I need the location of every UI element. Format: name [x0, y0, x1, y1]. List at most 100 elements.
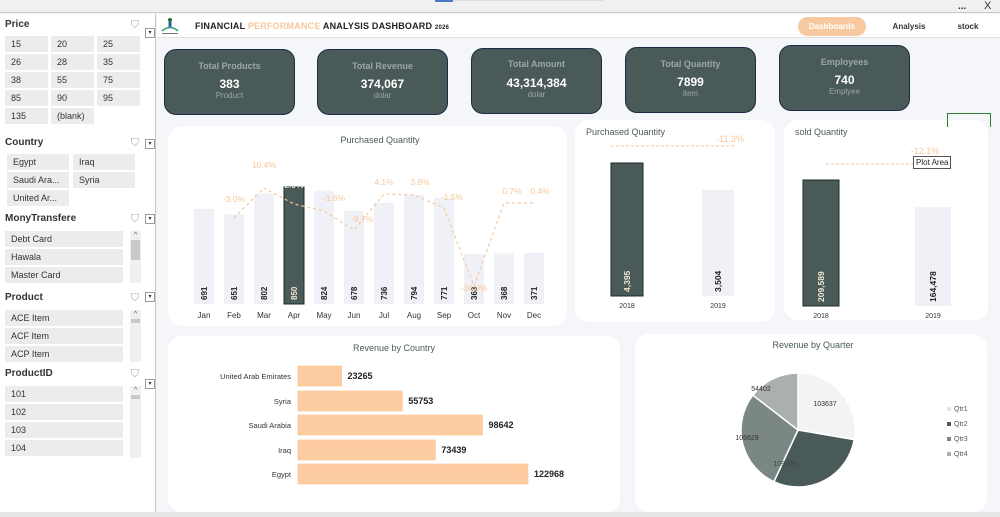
slicer-item[interactable]: 135	[5, 108, 48, 124]
legend-label: Qtr4	[954, 451, 968, 458]
dropdown-arrow-icon[interactable]: ▾	[145, 28, 155, 38]
slicer-item[interactable]: ACP Item	[5, 346, 123, 362]
bar-syria[interactable]	[297, 390, 403, 412]
slicer-item[interactable]: 104	[5, 440, 123, 456]
slicer-item[interactable]: 38	[5, 72, 48, 88]
bar-dec[interactable]	[524, 252, 544, 304]
slicer-item[interactable]: 95	[97, 90, 140, 106]
legend-item-qtr2[interactable]: Qtr2	[947, 417, 968, 432]
bar-2018[interactable]	[610, 162, 644, 297]
slicer-item[interactable]: Master Card	[5, 267, 123, 283]
bar-feb[interactable]	[224, 214, 244, 304]
filter-clear-icon[interactable]: ⛉	[130, 137, 139, 149]
dropdown-arrow-icon[interactable]: ▾	[145, 292, 155, 302]
pie-slice-qtr1[interactable]	[797, 372, 856, 441]
slicer-item[interactable]: 101	[5, 386, 123, 402]
y-category-label: United Arab Emirates	[220, 372, 291, 381]
cell-selection-box[interactable]	[947, 113, 991, 127]
bar-value-label: 371	[530, 286, 539, 300]
slicer-item[interactable]: (blank)	[51, 108, 94, 124]
bar-nov[interactable]	[494, 253, 514, 304]
kpi-value: 7899	[677, 75, 704, 89]
slicer-item[interactable]: Iraq	[73, 154, 135, 170]
product-scrollbar[interactable]: ^	[130, 310, 141, 362]
close-button[interactable]: X	[984, 0, 992, 12]
slicer-item[interactable]: 75	[97, 72, 140, 88]
scroll-up-icon[interactable]: ^	[133, 311, 138, 318]
filter-clear-icon[interactable]: ⛉	[130, 368, 139, 380]
bar-2019[interactable]	[702, 189, 734, 296]
bar-value-label: 850	[290, 286, 299, 300]
bar-jul[interactable]	[374, 202, 394, 304]
money-transfer-scrollbar[interactable]: ^	[130, 231, 141, 283]
bar-2019[interactable]	[915, 207, 951, 306]
filter-clear-icon[interactable]: ⛉	[130, 213, 139, 225]
bar-oct[interactable]	[464, 254, 484, 304]
kpi-label: Total Amount	[508, 59, 565, 69]
nav-dashboards[interactable]: Dashboards	[798, 17, 866, 36]
dropdown-arrow-icon[interactable]: ▾	[145, 379, 155, 389]
bar-may[interactable]	[314, 190, 334, 304]
more-options-button[interactable]: ...	[958, 1, 967, 12]
dropdown-arrow-icon[interactable]: ▾	[145, 139, 155, 149]
slicer-item[interactable]: 25	[97, 36, 140, 52]
bar-apr[interactable]	[283, 186, 305, 305]
bar-united-arab-emirates[interactable]	[297, 365, 342, 387]
pie-slice-qtr2[interactable]	[772, 429, 856, 488]
slicer-item[interactable]: United Ar...	[7, 190, 69, 206]
slicer-item[interactable]: 90	[51, 90, 94, 106]
scroll-up-icon[interactable]: ^	[133, 387, 138, 394]
bar-jan[interactable]	[194, 208, 214, 304]
slicer-item[interactable]: 85	[5, 90, 48, 106]
dropdown-arrow-icon[interactable]: ▾	[145, 214, 155, 224]
slicer-item[interactable]: ACE Item	[5, 310, 123, 326]
slicer-item[interactable]: 28	[51, 54, 94, 70]
slicer-item[interactable]: 15	[5, 36, 48, 52]
scroll-up-icon[interactable]: ^	[133, 232, 138, 239]
kpi-label: Total Revenue	[352, 61, 413, 71]
nav-stock[interactable]: stock	[957, 22, 979, 31]
slicer-item[interactable]: ACF Item	[5, 328, 123, 344]
bar-sep[interactable]	[434, 197, 454, 304]
product-id-scrollbar[interactable]: ^	[130, 386, 141, 458]
bar-jun[interactable]	[344, 210, 364, 304]
scroll-thumb[interactable]	[131, 319, 140, 323]
filter-clear-icon[interactable]: ⛉	[130, 292, 139, 304]
bar-2018[interactable]	[802, 179, 840, 307]
x-tick-label: 2018	[619, 303, 635, 310]
slicer-item[interactable]: 35	[97, 54, 140, 70]
sheet-tab-indicator[interactable]	[435, 0, 453, 2]
tab-strip	[453, 0, 603, 1]
bottom-scrollbar[interactable]	[0, 512, 1000, 517]
bar-iraq[interactable]	[297, 439, 436, 461]
legend-item-qtr4[interactable]: Qtr4	[947, 447, 968, 462]
slicer-item[interactable]: Debt Card	[5, 231, 123, 247]
slicer-item[interactable]: 55	[51, 72, 94, 88]
pie-slice-qtr3[interactable]	[740, 394, 799, 483]
slicer-item[interactable]: 102	[5, 404, 123, 420]
filter-clear-icon[interactable]: ⛉	[130, 19, 139, 31]
bar-aug[interactable]	[404, 194, 424, 304]
slicer-item[interactable]: Hawala	[5, 249, 123, 265]
plot-area-tooltip: Plot Area	[913, 156, 952, 169]
bar-mar[interactable]	[254, 193, 274, 304]
legend-swatch	[947, 407, 951, 412]
bar-saudi-arabia[interactable]	[297, 414, 483, 436]
monthly-purchased-quantity-chart: Purchased Quantity 691 Jan 651 Feb 802 Mar 850…	[194, 135, 550, 320]
change-label: -9.7%	[351, 214, 374, 224]
legend-item-qtr1[interactable]: Qtr1	[947, 402, 968, 417]
legend-item-qtr3[interactable]: Qtr3	[947, 432, 968, 447]
kpi-total-amount: Total Amount 43,314,384 dolar	[471, 48, 602, 114]
scroll-thumb[interactable]	[131, 395, 140, 399]
slicer-item[interactable]: Egypt	[7, 154, 69, 170]
pie-value-label: 103637	[813, 401, 836, 408]
slicer-item[interactable]: 103	[5, 422, 123, 438]
nav-analysis[interactable]: Analysis	[892, 22, 926, 31]
bar-egypt[interactable]	[297, 463, 529, 485]
slicer-item[interactable]: Syria	[73, 172, 135, 188]
pie-slice-qtr4[interactable]	[751, 372, 799, 432]
slicer-item[interactable]: 26	[5, 54, 48, 70]
slicer-item[interactable]: 20	[51, 36, 94, 52]
scroll-thumb[interactable]	[131, 240, 140, 260]
slicer-item[interactable]: Saudi Ara...	[7, 172, 69, 188]
